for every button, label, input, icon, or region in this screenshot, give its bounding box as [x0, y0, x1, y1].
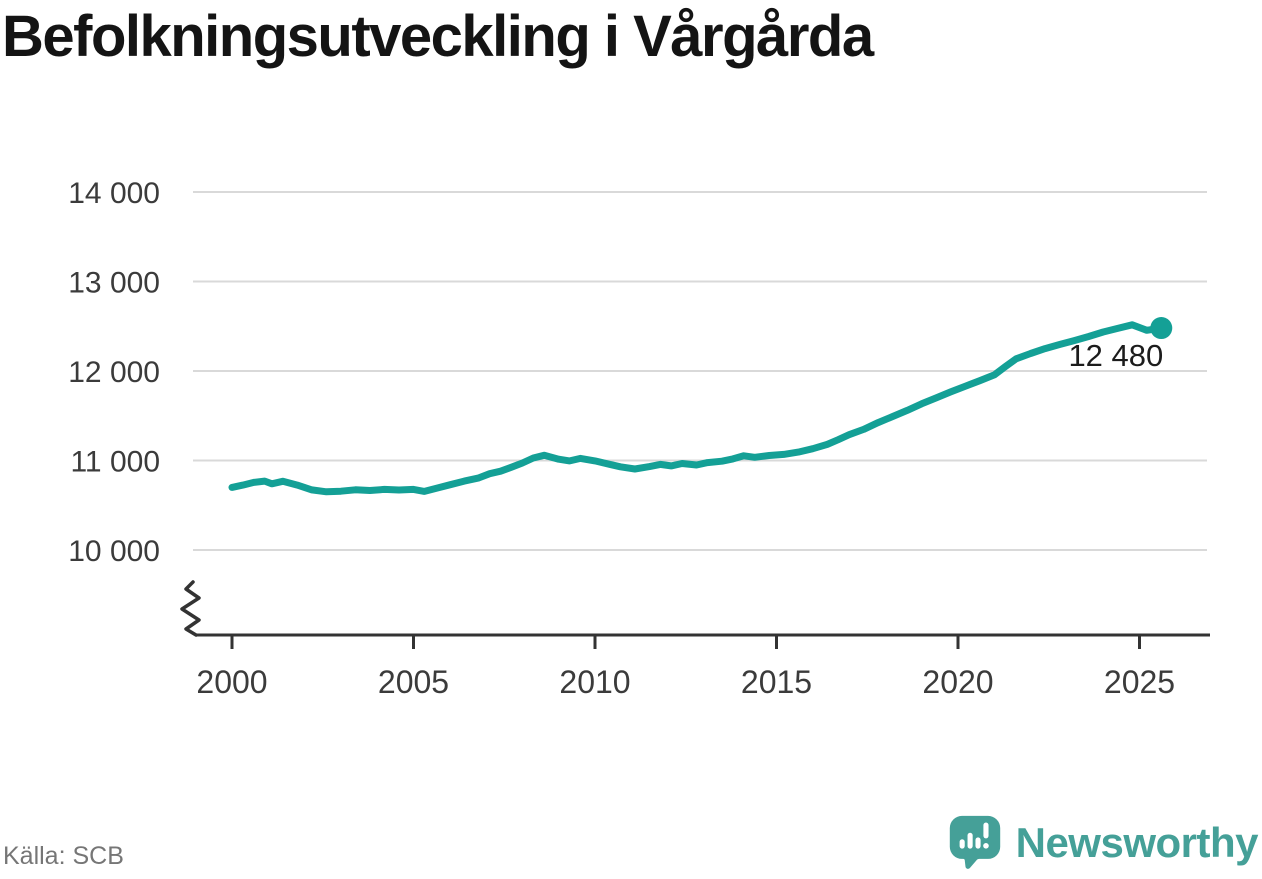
x-tick-label: 2025: [1104, 664, 1175, 700]
page-title: Befolkningsutveckling i Vårgårda: [2, 4, 874, 69]
newsworthy-wordmark: Newsworthy: [1015, 819, 1259, 866]
latest-value-dot: [1150, 317, 1173, 340]
newsworthy-chart-bubble-icon: [949, 815, 1000, 869]
y-tick-label: 10 000: [68, 535, 160, 568]
x-tick-label: 2010: [559, 664, 630, 700]
y-tick-label: 14 000: [68, 177, 160, 210]
y-tick-label: 12 000: [68, 356, 160, 389]
newsworthy-logo: Newsworthy: [947, 813, 1259, 873]
axis-break-icon: [180, 580, 201, 637]
x-tick-label: 2020: [922, 664, 993, 700]
source-label: Källa: SCB: [3, 842, 124, 870]
population-series-line: [228, 321, 1165, 496]
x-tick-label: 2015: [741, 664, 812, 700]
latest-value-label: 12 480: [1068, 338, 1163, 373]
y-tick-label: 13 000: [68, 267, 160, 300]
y-tick-label: 11 000: [70, 446, 160, 479]
x-tick-label: 2005: [378, 664, 449, 700]
x-tick-label: 2000: [196, 664, 267, 700]
